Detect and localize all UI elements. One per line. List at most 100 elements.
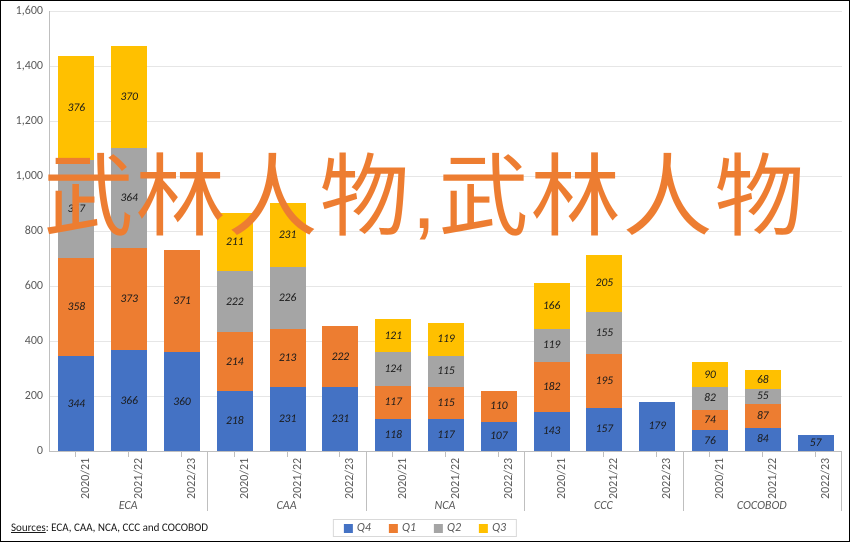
legend-item-q3: Q3 [479,521,506,535]
x-tick [498,451,499,457]
bar-segment-q4: 218 [217,391,253,451]
x-tick-label: 2022/23 [185,458,199,499]
y-tick-label: 200 [3,389,43,403]
bar-segment-q3: 231 [270,203,306,267]
bar-value-label: 360 [164,395,200,409]
group-label: CAA [277,499,297,513]
bar-segment-q1: 195 [586,354,622,408]
x-tick-label: 2022/23 [819,458,833,499]
bar: 360 371 [164,250,200,451]
group-separator [366,451,367,511]
bar: 179 [639,402,675,451]
group-separator [841,451,842,511]
x-tick-label: 2020/21 [238,458,252,499]
bar: 344358357376 [58,56,94,451]
bar-value-label: 74 [692,413,728,427]
group-label: CCC [594,499,613,513]
bar-segment-q4: 57 [798,435,834,451]
bar-segment-q4: 231 [322,387,358,451]
bar: 57 [798,435,834,451]
group-separator [207,451,208,511]
legend-swatch [344,524,353,533]
x-tick-label: 2020/21 [555,458,569,499]
bar-segment-q3: 119 [428,323,464,356]
gridline [50,231,842,232]
bar-value-label: 55 [745,389,781,403]
bar-segment-q1: 213 [270,329,306,388]
bar-value-label: 115 [428,364,464,378]
bar-value-label: 84 [745,432,781,446]
bar-value-label: 366 [111,394,147,408]
bar: 143182119166 [534,283,570,451]
bar-segment-q2: 222 [217,271,253,332]
gridline [50,176,842,177]
bar: 107 110 [481,391,517,451]
bar-segment-q4: 157 [586,408,622,451]
bar-value-label: 205 [586,276,622,290]
legend-swatch [389,524,398,533]
bar-segment-q2: 226 [270,267,306,329]
group-separator [524,451,525,511]
bar-value-label: 124 [375,362,411,376]
x-tick [287,451,288,457]
bar-segment-q2: 357 [58,160,94,258]
x-tick-label: 2021/22 [132,458,146,499]
legend-swatch [479,524,488,533]
x-tick [551,451,552,457]
x-tick [656,451,657,457]
bar-value-label: 222 [322,350,358,364]
bar-value-label: 182 [534,380,570,394]
legend: Q4Q1Q2Q3 [333,519,517,537]
bar-value-label: 107 [481,429,517,443]
bar-segment-q2: 155 [586,312,622,355]
x-tick [762,451,763,457]
bar-segment-q2: 115 [428,356,464,388]
x-tick-label: 2020/21 [79,458,93,499]
bar-segment-q1: 371 [164,250,200,352]
bar-value-label: 364 [111,191,147,205]
bar-value-label: 90 [692,368,728,382]
bar-value-label: 68 [745,373,781,387]
group-label: NCA [435,499,456,513]
bar-segment-q3: 68 [745,370,781,389]
bar-segment-q3: 370 [111,46,147,148]
bar-segment-q1: 373 [111,248,147,351]
bar-value-label: 157 [586,422,622,436]
bar-value-label: 211 [217,235,253,249]
bar-value-label: 218 [217,414,253,428]
legend-item-q2: Q2 [434,521,461,535]
sources-text: : ECA, CAA, NCA, CCC and COCOBOD [46,521,208,534]
group-label: ECA [119,499,138,513]
bar-segment-q2: 124 [375,352,411,386]
bar-value-label: 222 [217,295,253,309]
bar-segment-q2: 364 [111,148,147,248]
bar-value-label: 76 [692,434,728,448]
bar-segment-q4: 360 [164,352,200,451]
x-tick [445,451,446,457]
bar-value-label: 231 [270,228,306,242]
bar: 157 195155 205 [586,255,622,451]
bar-segment-q3: 90 [692,362,728,387]
gridline [50,11,842,12]
y-tick-label: 600 [3,279,43,293]
legend-item-q4: Q4 [344,521,371,535]
bar-value-label: 214 [217,355,253,369]
bar-value-label: 376 [58,101,94,115]
bar-value-label: 213 [270,351,306,365]
y-tick-label: 0 [3,444,43,458]
bar-segment-q1: 110 [481,391,517,421]
x-tick [392,451,393,457]
x-tick [234,451,235,457]
bar-segment-q4: 118 [375,419,411,451]
x-tick [339,451,340,457]
bar-value-label: 117 [428,428,464,442]
x-tick-label: 2020/21 [713,458,727,499]
bar-value-label: 166 [534,299,570,313]
sources-label: Sources [11,521,46,534]
y-tick-label: 800 [3,224,43,238]
bar-segment-q3: 376 [58,56,94,159]
bar-segment-q4: 143 [534,412,570,451]
bar-segment-q1: 115 [428,387,464,419]
bar-segment-q4: 84 [745,428,781,451]
y-tick-label: 1,400 [3,59,43,73]
